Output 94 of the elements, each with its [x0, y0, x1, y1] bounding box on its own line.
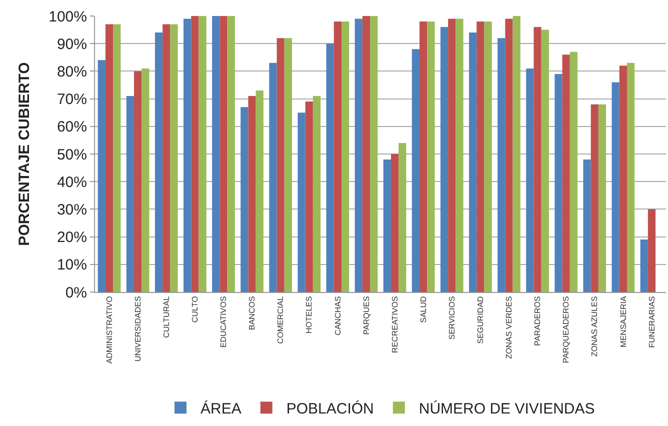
bar: [484, 22, 492, 292]
bar: [412, 49, 420, 292]
bar: [476, 22, 484, 292]
bar: [105, 24, 114, 292]
x-tick-label: UNIVERSIDADES: [133, 296, 142, 362]
y-tick-label: 40%: [56, 174, 87, 191]
bar: [398, 142, 406, 292]
legend-label: POBLACIÓN: [286, 399, 374, 418]
legend-label: ÁREA: [200, 399, 242, 418]
bar: [383, 160, 391, 292]
bar: [142, 68, 150, 292]
legend-label: NÚMERO DE VIVIENDAS: [418, 399, 595, 418]
bar: [469, 32, 477, 292]
y-tick-label: 80%: [56, 63, 87, 80]
bar: [626, 62, 635, 292]
bar: [612, 82, 620, 292]
y-tick-label: 60%: [56, 118, 87, 136]
y-axis-title: PORCENTAJE CUBIERTO: [16, 62, 33, 246]
bar: [162, 24, 170, 292]
bar: [541, 30, 549, 292]
y-tick-label: 20%: [56, 229, 87, 246]
x-tick-label: MENSAJERIA: [618, 296, 628, 348]
bar: [326, 44, 334, 292]
bar: [534, 27, 542, 292]
bar: [184, 18, 192, 292]
bar: [198, 16, 206, 292]
bar: [427, 22, 435, 292]
bar: [390, 154, 399, 292]
bar: [341, 22, 350, 292]
x-tick-label: CULTO: [190, 296, 200, 323]
bar: [420, 22, 428, 292]
bar: [456, 18, 464, 292]
x-tick-label: HOTELES: [304, 296, 314, 334]
x-tick-label: BANCOS: [248, 296, 257, 330]
bar: [598, 104, 606, 292]
x-tick-label: COMERCIAL: [276, 296, 286, 344]
x-tick-label: SERVICIOS: [447, 296, 456, 340]
bar: [113, 24, 121, 292]
bar: [154, 32, 163, 292]
bar: [562, 54, 570, 292]
y-tick-label: 100%: [48, 8, 87, 26]
bar: [640, 240, 648, 292]
bar: [583, 160, 591, 292]
bar: [248, 96, 256, 292]
x-tick-label: EDUCATIVOS: [219, 296, 228, 348]
y-tick-label: 50%: [56, 146, 87, 164]
x-tick-label: ADMINISTRATIVO: [104, 296, 114, 364]
bar: [284, 38, 292, 292]
bar: [276, 38, 284, 292]
bar: [526, 68, 534, 292]
bar: [305, 102, 313, 292]
bar: [590, 104, 598, 292]
bar: [298, 112, 306, 292]
bar: [648, 209, 656, 292]
y-tick-label: 70%: [56, 91, 87, 108]
x-tick-label: FUNERARIAS: [647, 296, 656, 348]
bar: [440, 27, 448, 292]
bar: [512, 16, 520, 292]
y-tick-label: 10%: [56, 256, 87, 274]
x-tick-label: PARQUES: [362, 296, 371, 335]
y-tick-label: 90%: [56, 36, 87, 53]
bar: [354, 18, 362, 292]
x-tick-label: ZONAS AZULES: [590, 296, 600, 357]
bar: [619, 66, 627, 292]
x-tick-label: RECREATIVOS: [390, 296, 400, 353]
bar: [134, 71, 142, 292]
x-tick-label: ZONAS VERDES: [504, 296, 514, 359]
bar: [240, 107, 248, 292]
bar: [170, 24, 178, 292]
bar: [370, 16, 378, 292]
bar: [505, 18, 513, 292]
bar: [554, 74, 562, 292]
bar: [191, 16, 199, 292]
bar: [362, 16, 370, 292]
x-tick-label: PARADEROS: [533, 296, 542, 346]
x-tick-label: SEGURIDAD: [476, 296, 486, 344]
bar: [220, 16, 228, 292]
x-tick-label: SALUD: [418, 296, 428, 323]
x-tick-label: PARQUEADEROS: [562, 296, 571, 364]
bar: [570, 52, 578, 292]
bar: [98, 60, 106, 292]
bar: [227, 16, 235, 292]
bar: [126, 96, 134, 292]
bar: [269, 62, 277, 292]
bar: [334, 22, 342, 292]
x-tick-label: CANCHAS: [333, 296, 342, 336]
x-tick-label: CULTURAL: [162, 296, 171, 338]
y-tick-label: 30%: [56, 201, 87, 218]
bar: [256, 90, 264, 292]
bar: [498, 38, 506, 292]
y-tick-label: 0%: [65, 284, 87, 302]
bar: [312, 96, 321, 292]
bar: [212, 16, 220, 292]
bar: [448, 18, 456, 292]
